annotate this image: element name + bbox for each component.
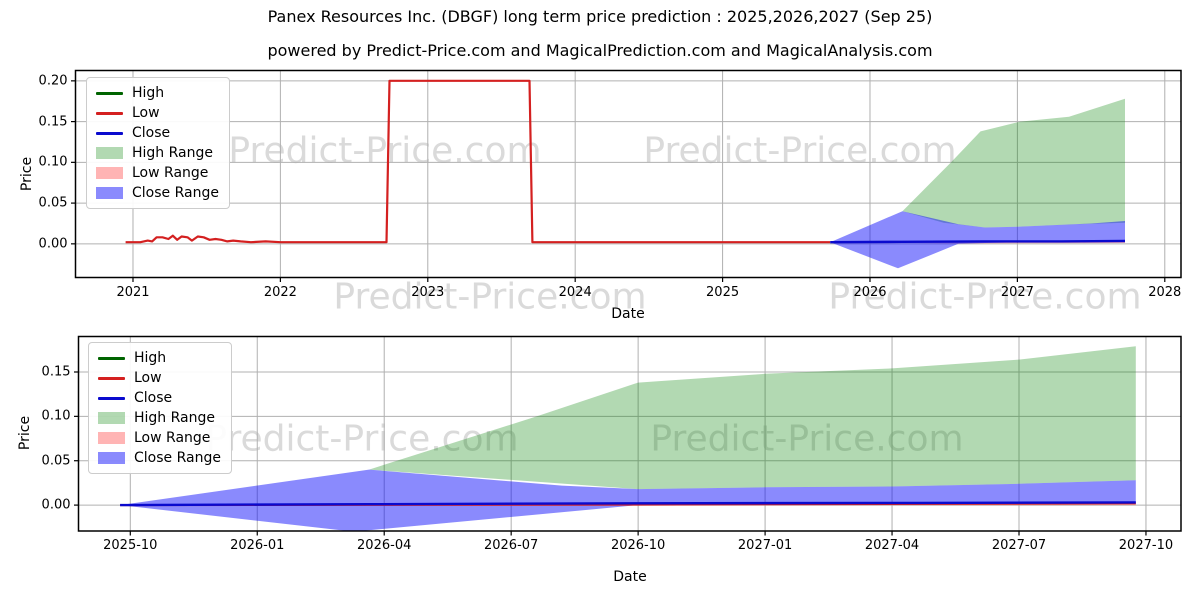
x-tick-label: 2027-04 <box>864 538 920 553</box>
legend-swatch <box>98 396 125 400</box>
y-tick-label: 0.05 <box>41 453 71 469</box>
x-tick-label: 2027 <box>1000 284 1034 300</box>
x-tick-label: 2022 <box>263 284 297 300</box>
chart-long-term-history-and-prediction <box>71 69 1182 282</box>
x-tick-label: 2027-07 <box>991 538 1047 553</box>
tick-marks <box>74 371 1147 536</box>
series-lines <box>125 79 1126 244</box>
axes-border <box>74 69 1182 279</box>
legend-label: Close Range <box>132 185 219 201</box>
legend-item-high-range: High Range <box>98 410 221 426</box>
legend-swatch <box>96 131 123 135</box>
bottom-y-axis-label: Price <box>17 415 33 451</box>
line-low <box>125 79 831 244</box>
y-tick-label: 0.05 <box>38 195 68 211</box>
chart-title: Panex Resources Inc. (DBGF) long term pr… <box>267 7 933 26</box>
tick-marks <box>71 80 1166 282</box>
x-tick-label: 2026-10 <box>610 538 666 553</box>
x-tick-label: 2026-01 <box>230 538 285 553</box>
y-tick-label: 0.15 <box>38 114 68 130</box>
x-tick-label: 2024 <box>558 284 592 300</box>
legend-swatch <box>96 167 123 179</box>
line-close <box>830 239 1126 244</box>
legend-item-low: Low <box>96 105 219 121</box>
axes-border <box>77 335 1182 532</box>
band-high-range <box>369 346 1136 490</box>
top-y-axis-label: Price <box>19 156 35 192</box>
legend-label: Close <box>132 125 171 141</box>
x-tick-label: 2026-04 <box>357 538 412 553</box>
legend-swatch <box>96 187 123 199</box>
legend-item-close-range: Close Range <box>98 450 221 466</box>
legend-item-high-range: High Range <box>96 145 219 161</box>
y-tick-label: 0.20 <box>38 73 68 89</box>
legend-label: Low Range <box>134 430 211 446</box>
legend-swatch <box>98 376 125 380</box>
y-tick-label: 0.10 <box>38 154 68 170</box>
chart-prediction-zoom-2025-10-to-2027-10 <box>74 335 1182 536</box>
bottom-x-axis-label: Date <box>613 569 647 585</box>
series-lines <box>120 501 1136 507</box>
legend-label: Close <box>134 390 173 406</box>
legend-label: High <box>134 350 167 366</box>
x-tick-label: 2023 <box>411 284 445 300</box>
y-tick-label: 0.00 <box>41 497 71 513</box>
legend-item-low-range: Low Range <box>98 430 221 446</box>
legend-item-high: High <box>96 85 219 101</box>
legend-item-low: Low <box>98 370 221 386</box>
x-tick-label: 2025 <box>706 284 740 300</box>
legend-swatch <box>98 412 125 424</box>
band-close-range <box>120 469 1136 531</box>
y-tick-label: 0.00 <box>38 236 68 252</box>
legend-label: Low <box>132 105 160 121</box>
legend-label: Close Range <box>134 450 221 466</box>
legend-label: High Range <box>132 145 213 161</box>
legend-swatch <box>96 147 123 159</box>
top-x-axis-label: Date <box>611 306 645 322</box>
legend-label: High Range <box>134 410 215 426</box>
legend-item-close: Close <box>98 390 221 406</box>
legend-item-high: High <box>98 350 221 366</box>
x-tick-label: 2021 <box>116 284 150 300</box>
line-close <box>120 501 1136 507</box>
legend-swatch <box>98 432 125 444</box>
x-tick-label: 2026-07 <box>483 538 539 553</box>
top-legend: High Low Close High Range Low Range Close Ran… <box>86 77 230 209</box>
legend-swatch <box>96 111 123 115</box>
x-tick-label: 2028 <box>1148 284 1182 300</box>
y-tick-label: 0.10 <box>41 408 71 424</box>
band-high-range <box>902 98 1125 228</box>
legend-item-low-range: Low Range <box>96 165 219 181</box>
legend-swatch <box>98 356 125 360</box>
legend-label: High <box>132 85 165 101</box>
band-close-range <box>830 211 1125 269</box>
legend-item-close: Close <box>96 125 219 141</box>
x-tick-label: 2027-01 <box>737 538 793 553</box>
chart-subtitle: powered by Predict-Price.com and Magical… <box>267 41 933 60</box>
legend-item-close-range: Close Range <box>96 185 219 201</box>
legend-label: Low Range <box>132 165 209 181</box>
y-tick-label: 0.15 <box>41 364 71 380</box>
legend-swatch <box>98 452 125 464</box>
x-tick-label: 2027-10 <box>1118 538 1174 553</box>
x-tick-label: 2026 <box>853 284 887 300</box>
bottom-legend: High Low Close High Range Low Range Close Ran… <box>88 342 232 474</box>
legend-swatch <box>96 91 123 95</box>
legend-label: Low <box>134 370 162 386</box>
x-tick-label: 2025-10 <box>103 538 158 553</box>
